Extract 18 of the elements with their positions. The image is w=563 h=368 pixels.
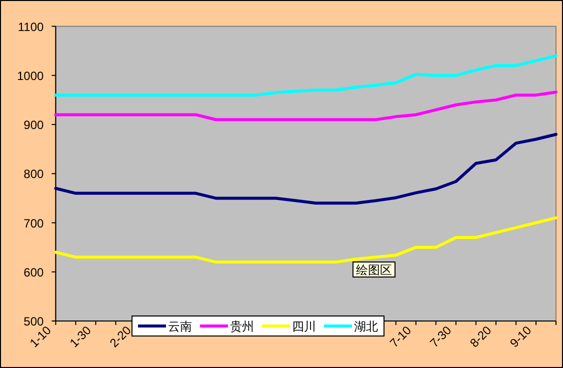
legend-label: 云南 xyxy=(168,320,192,334)
annotation: 绘图区 xyxy=(356,263,392,277)
y-tick-label: 1100 xyxy=(18,20,44,34)
line-series xyxy=(54,90,558,122)
y-tick-label: 500 xyxy=(24,314,44,328)
legend-label: 湖北 xyxy=(354,320,378,334)
line-series xyxy=(54,132,558,205)
y-tick-label: 600 xyxy=(24,265,44,280)
y-tick-label: 800 xyxy=(24,167,44,182)
legend-label: 四川 xyxy=(292,320,316,334)
x-tick-label: 7-10 xyxy=(387,323,414,350)
y-tick-label: 700 xyxy=(24,216,44,230)
legend-label: 贵州 xyxy=(230,320,254,334)
y-tick-label: 900 xyxy=(24,118,44,132)
x-tick-label: 7-30 xyxy=(427,323,454,350)
line-series xyxy=(54,54,558,97)
y-tick-label: 1000 xyxy=(16,68,44,83)
line-series xyxy=(54,216,558,264)
